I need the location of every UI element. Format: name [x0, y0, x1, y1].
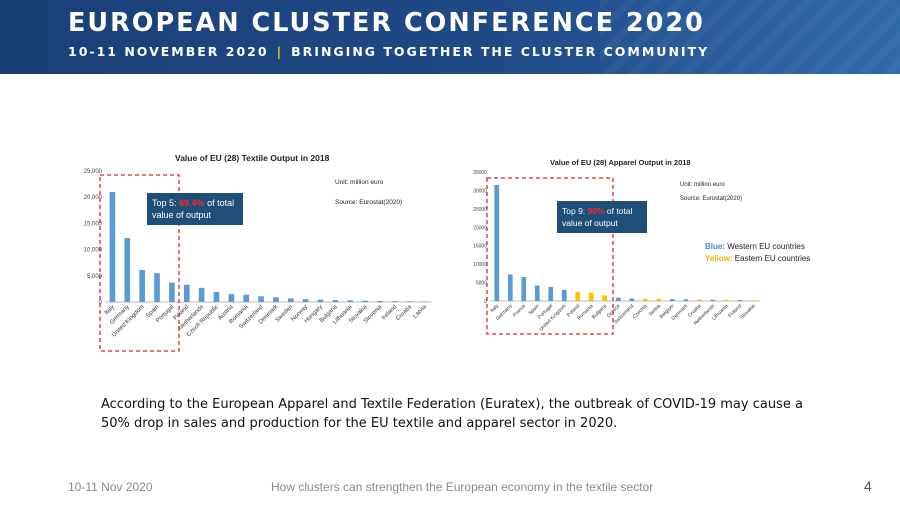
apparel-ytick-label: 30000 [473, 188, 487, 194]
apparel-bar [696, 299, 702, 301]
conference-banner: EUROPEAN CLUSTER CONFERENCE 2020 10-11 N… [0, 0, 900, 74]
textile-bar [228, 294, 235, 302]
apparel-ytick-label: 5000 [476, 281, 487, 287]
apparel-ytick-label: 25000 [473, 207, 487, 213]
textile-callout-prefix: Top 5: [152, 198, 180, 208]
apparel-bar [494, 184, 500, 301]
banner-title: EUROPEAN CLUSTER CONFERENCE 2020 [68, 8, 705, 38]
textile-chart-title: Value of EU (28) Textile Output in 2018 [175, 153, 330, 163]
banner-separator: | [276, 44, 284, 59]
apparel-legend-entry: Blue: Western EU countries [705, 242, 805, 251]
apparel-bar [534, 285, 540, 301]
apparel-ytick-label: 15000 [473, 244, 487, 250]
textile-bar [198, 287, 205, 302]
textile-highlight-box [99, 174, 180, 352]
apparel-bar [642, 298, 648, 301]
apparel-callout-suffix: of total value of output [562, 206, 633, 228]
apparel-category-label: France [512, 303, 527, 318]
textile-bar [109, 191, 116, 302]
apparel-legend-entry: Yellow: Eastern EU countries [705, 254, 810, 263]
textile-ytick-label: 10,000 [84, 248, 103, 254]
textile-bar [392, 301, 398, 302]
banner-tagline: BRINGING TOGETHER THE CLUSTER COMMUNITY [291, 44, 710, 59]
apparel-category-label: Czechia [632, 303, 649, 320]
textile-bar [406, 301, 413, 302]
textile-bar [243, 294, 250, 302]
apparel-bar [710, 299, 716, 301]
textile-bar [302, 299, 309, 302]
textile-ytick-label: 20,000 [84, 195, 103, 201]
apparel-chart-title: Value of EU (28) Apparel Output in 2018 [550, 158, 691, 167]
apparel-bar [548, 286, 554, 301]
textile-category-label: Italy [104, 304, 116, 316]
textile-bar [169, 282, 175, 302]
apparel-bar [561, 289, 567, 301]
apparel-callout-prefix: Top 9: [562, 206, 588, 216]
apparel-bar [656, 298, 662, 301]
apparel-ytick-label: 0 [484, 299, 487, 305]
textile-bar [347, 300, 354, 302]
textile-source-label: Source: Eurostat(2020) [335, 199, 402, 206]
textile-bar [362, 300, 368, 302]
textile-top5-callout: Top 5: 69.4% of total value of output [147, 193, 243, 225]
textile-bar [421, 301, 428, 303]
apparel-category-label: Bulgaria [591, 303, 608, 320]
textile-output-chart: Value of EU (28) Textile Output in 2018 U… [84, 153, 432, 352]
textile-ytick-label: 5,000 [87, 274, 103, 280]
textile-unit-label: Unit: million euro [335, 179, 384, 186]
apparel-category-label: Slovakia [739, 303, 757, 321]
apparel-bar [683, 299, 689, 301]
apparel-legend-text: Western EU countries [725, 242, 805, 251]
apparel-bar [629, 298, 635, 301]
textile-bar [124, 238, 131, 302]
apparel-top9-callout: Top 9: 90% of total value of output [557, 201, 647, 233]
apparel-ytick-label: 20000 [473, 225, 487, 231]
banner-subtitle: 10-11 NOVEMBER 2020 | BRINGING TOGETHER TH… [68, 44, 709, 59]
textile-category-label: Croatia [395, 304, 413, 322]
apparel-output-chart: Value of EU (28) Apparel Output in 2018 U… [473, 158, 810, 335]
textile-bar [154, 273, 160, 302]
apparel-bar [723, 299, 729, 301]
apparel-bar [615, 297, 621, 301]
apparel-highlight-box [486, 177, 614, 335]
textile-bar [213, 292, 220, 302]
textile-callout-suffix: of total value of output [152, 198, 235, 220]
textile-ytick-label: 0 [99, 300, 103, 306]
textile-callout-percent: 69.4% [179, 198, 205, 208]
apparel-bar [602, 295, 608, 301]
textile-ytick-label: 15,000 [84, 221, 103, 227]
apparel-legend-key: Yellow: [705, 254, 733, 263]
textile-bar [287, 298, 294, 302]
apparel-category-label: Italy [489, 303, 500, 314]
apparel-bar [750, 300, 756, 301]
textile-bar [183, 284, 190, 302]
textile-bar [317, 299, 324, 302]
textile-bar [139, 270, 145, 302]
textile-bar [377, 300, 383, 302]
textile-ytick-label: 25,000 [84, 169, 103, 175]
apparel-bar [669, 299, 675, 301]
apparel-source-label: Source: Eurostat(2020) [680, 196, 742, 202]
apparel-bar [588, 292, 594, 301]
body-paragraph: According to the European Apparel and Te… [101, 397, 803, 431]
apparel-bar [575, 292, 581, 301]
apparel-ytick-label: 10000 [473, 262, 487, 268]
apparel-ytick-label: 35000 [473, 170, 487, 176]
apparel-legend-text: Eastern EU countries [733, 254, 811, 263]
apparel-legend-key: Blue: [705, 242, 725, 251]
apparel-unit-label: Unit: million euro [680, 182, 725, 188]
apparel-bar [507, 274, 513, 301]
footer-date: 10-11 Nov 2020 [68, 480, 153, 494]
apparel-callout-percent: 90% [587, 206, 605, 216]
textile-bar [273, 297, 279, 302]
apparel-bar [737, 300, 743, 301]
textile-bar [258, 296, 264, 302]
page-number: 4 [864, 478, 872, 494]
footer-caption: How clusters can strengthen the European… [271, 480, 654, 494]
textile-category-label: Latvia [412, 304, 428, 320]
apparel-bar [521, 277, 527, 301]
textile-bar [332, 300, 339, 302]
banner-date: 10-11 NOVEMBER 2020 [68, 44, 269, 59]
